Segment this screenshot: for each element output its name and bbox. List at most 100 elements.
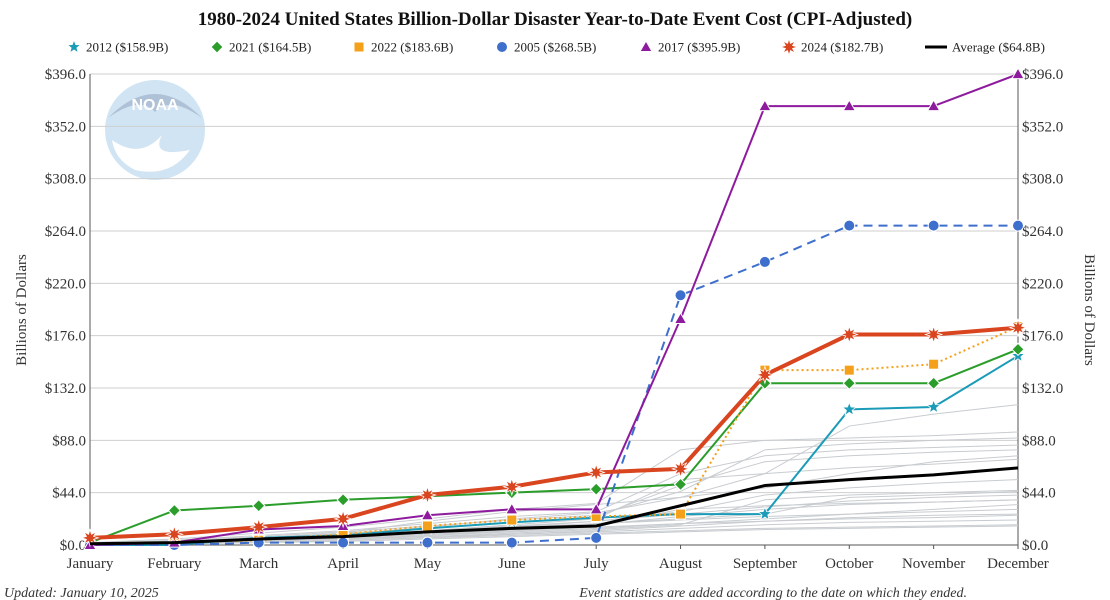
legend-item: Average ($64.8B) (925, 40, 1045, 55)
data-point (674, 289, 687, 302)
data-point (842, 99, 857, 112)
legend-label: 2005 ($268.5B) (514, 40, 596, 55)
legend: 2012 ($158.9B) 2021 ($164.5B) 2022 ($183.6… (66, 37, 1045, 57)
y-axis-title-left: Billions of Dollars (14, 254, 30, 366)
noaa-logo-text: NOAA (131, 97, 179, 114)
data-point (839, 324, 859, 345)
data-point (1008, 318, 1028, 338)
data-point (843, 364, 855, 376)
data-point (757, 505, 773, 521)
legend-label: Average ($64.8B) (952, 40, 1045, 55)
x-tick-label: June (498, 556, 526, 572)
data-point (926, 376, 941, 390)
data-point (589, 482, 603, 496)
data-point (421, 536, 434, 549)
background-year-line (89, 431, 1019, 544)
legend-item: 2022 ($183.6B) (353, 40, 453, 55)
y-tick-label-right: $396.0 (1022, 67, 1063, 83)
background-year-line (89, 437, 1019, 546)
data-point (928, 358, 940, 370)
series-1 (82, 347, 1026, 552)
data-point (504, 502, 519, 515)
legend-label: 2017 ($395.9B) (658, 40, 740, 55)
data-point (421, 520, 433, 532)
y-tick-label-left: $88.0 (52, 433, 86, 449)
y-tick-label-left: $44.0 (52, 486, 86, 502)
background-year-line (89, 404, 1019, 545)
data-point (843, 219, 856, 232)
x-tick-label: July (584, 556, 610, 572)
data-point (1011, 342, 1025, 357)
series-line (89, 325, 1019, 546)
legend-item: 2021 ($164.5B) (210, 40, 311, 55)
legend-item: 2005 ($268.5B) (496, 40, 596, 55)
y-axis-right: $0.0 $44.0 $88.0 $132.0 $176.0 $220.0 $264.0 $3… (1022, 67, 1063, 554)
y-tick-label-left: $132.0 (45, 381, 86, 397)
y-tick-label-left: $352.0 (45, 119, 86, 135)
data-point (755, 365, 775, 385)
series-7 (89, 466, 1019, 546)
background-year-line (89, 489, 1019, 545)
data-point (924, 324, 944, 345)
data-point (1011, 67, 1025, 80)
data-point (502, 477, 522, 497)
data-point (505, 536, 518, 549)
data-point (589, 502, 604, 515)
y-tick-label-right: $0.0 (1022, 538, 1048, 554)
x-tick-label: March (239, 556, 279, 572)
x-tick-label: May (414, 556, 442, 572)
data-point (164, 524, 184, 544)
data-point (337, 536, 350, 549)
series-line (89, 348, 1019, 544)
y-axis-title-right: Billions of Dollars (1081, 254, 1097, 366)
x-tick-label: November (902, 556, 965, 572)
x-tick-label: January (67, 556, 114, 572)
chart-title: 1980-2024 United States Billion-Dollar D… (198, 9, 913, 30)
legend-swatch (210, 40, 224, 54)
legend-item: 2024 ($182.7B) (779, 37, 883, 57)
y-tick-label-left: $0.0 (60, 538, 86, 554)
x-tick-label: December (987, 556, 1049, 572)
y-tick-label-left: $176.0 (45, 329, 86, 345)
y-tick-label-right: $220.0 (1022, 276, 1063, 292)
legend-swatch (779, 37, 799, 57)
y-tick-label-left: $308.0 (45, 172, 86, 188)
data-point (675, 508, 687, 520)
legend-label: 2021 ($164.5B) (229, 40, 311, 55)
data-point (420, 508, 435, 521)
data-point (673, 477, 688, 492)
data-point (1012, 219, 1024, 232)
data-point (925, 398, 942, 414)
legend-label: 2022 ($183.6B) (371, 40, 453, 55)
data-point (927, 219, 940, 232)
updated-note: Updated: January 10, 2025 (4, 586, 159, 600)
data-point (842, 376, 856, 390)
x-tick-label: April (327, 556, 359, 572)
data-point (841, 401, 857, 416)
data-point (249, 517, 269, 537)
x-tick-label: August (659, 556, 703, 572)
y-tick-label-right: $352.0 (1022, 119, 1063, 135)
legend-label: 2012 ($158.9B) (86, 40, 168, 55)
data-point (670, 459, 691, 479)
y-tick-label-right: $132.0 (1022, 381, 1063, 397)
y-tick-label-left: $396.0 (45, 67, 86, 83)
legend-swatch (496, 41, 508, 53)
series-4 (84, 219, 1024, 551)
legend-swatch (66, 38, 82, 54)
legend-label: 2024 ($182.7B) (801, 40, 883, 55)
y-tick-label-left: $264.0 (45, 224, 86, 240)
data-point (926, 99, 941, 112)
legend-swatch (639, 39, 653, 52)
data-point (758, 255, 771, 268)
data-point (417, 485, 438, 505)
data-point (758, 99, 772, 112)
y-tick-label-right: $176.0 (1022, 329, 1063, 345)
background-years (89, 404, 1019, 546)
y-tick-label-right: $264.0 (1022, 224, 1063, 240)
series-line (90, 224, 1018, 546)
data-point (336, 493, 350, 507)
series-line (89, 325, 1019, 540)
data-point (673, 312, 688, 325)
event-statistics-note: Event statistics are added according to … (578, 586, 967, 600)
